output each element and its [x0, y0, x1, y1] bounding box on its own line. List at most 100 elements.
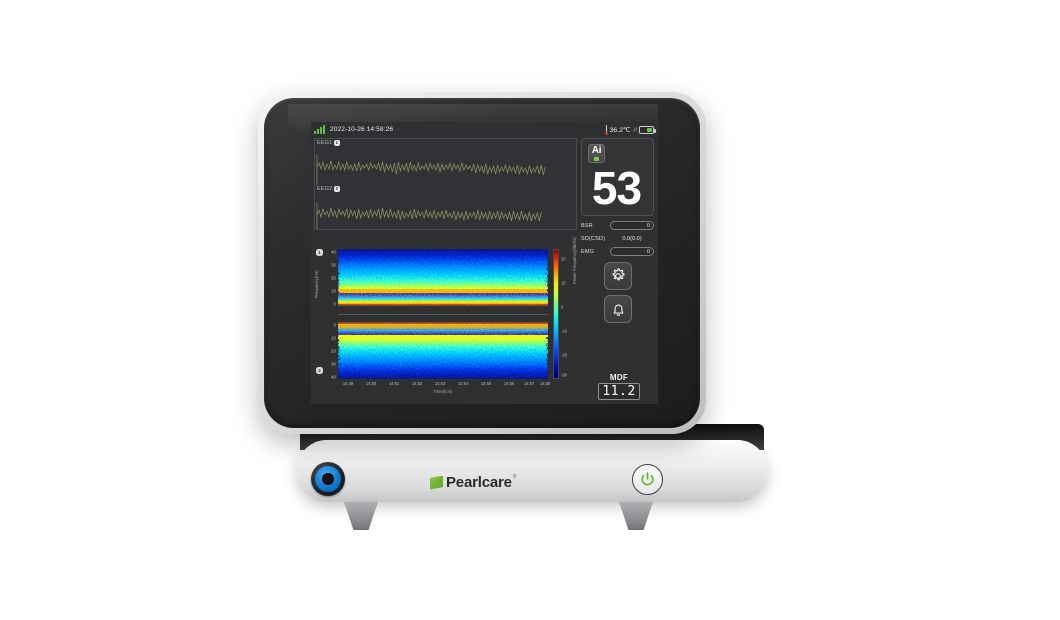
action-buttons [604, 262, 632, 328]
brand-name: Pearlcare [446, 474, 512, 491]
parameter-row-bsr[interactable]: BSR 0 [581, 220, 654, 231]
parameter-label: EMG [581, 248, 595, 255]
cb-tick: 10 [561, 280, 566, 286]
ai-badge-label: Ai [591, 145, 602, 156]
dsa-heatmap-channel1 [338, 249, 548, 305]
power-button[interactable] [632, 464, 663, 495]
leaf-icon [430, 475, 443, 490]
x-tick: 14:58 [539, 381, 551, 386]
dsa-y-axis-label: Frequency(Hz) [314, 270, 319, 298]
cb-tick: 20 [561, 256, 566, 262]
alarm-button[interactable] [604, 295, 632, 323]
thermometer-icon [604, 124, 608, 135]
colorbar-label: Power Frequency(dB/Hz) [572, 236, 577, 284]
up-down-arrows-icon: ↓↑ [632, 126, 638, 133]
y-tick: 20 [331, 348, 336, 354]
dsa-y-tick-labels: 40 30 20 10 0 0 10 20 30 40 [324, 249, 336, 380]
eeg-channel-badge: 2 [333, 186, 340, 192]
y-tick: 10 [331, 288, 336, 294]
sensor-port-ring [315, 466, 341, 492]
colorbar-tick-labels: 20 10 0 -10 -20 -30 [561, 249, 575, 379]
battery-icon [639, 125, 656, 134]
eeg1-trace [316, 155, 546, 185]
dsa-channel-badge-1: 1 [316, 249, 323, 256]
y-tick: 40 [331, 249, 336, 255]
y-tick: 30 [331, 262, 336, 268]
dsa-x-tick-labels: 14:49 14:50 14:51 14:52 14:53 14:54 14:5… [338, 381, 551, 389]
cb-tick: -10 [561, 328, 567, 334]
x-tick: 14:50 [365, 381, 377, 386]
sensor-port-icon[interactable] [311, 462, 345, 496]
mdf-value-box: 11.2 [598, 383, 640, 400]
eeg-channel-label: EEG2 [317, 186, 333, 192]
colorbar [553, 249, 559, 379]
stand-foot-right [618, 500, 654, 530]
parameter-value: 0 [647, 249, 650, 255]
x-tick: 14:57 [523, 381, 535, 386]
x-tick: 14:49 [342, 381, 354, 386]
y-tick: 0 [333, 322, 336, 328]
dsa-heatmap-channel2 [338, 323, 548, 379]
parameter-side-panel: Ai 53 BSR 0 SD(CSD) 0.0(0.0) EMG [581, 138, 656, 400]
eeg2-trace [316, 203, 542, 229]
parameter-value-box: 0 [610, 247, 654, 256]
cb-tick: 0 [561, 304, 564, 310]
parameter-list: BSR 0 SD(CSD) 0.0(0.0) EMG 0 [581, 220, 654, 259]
battery-fill [647, 127, 652, 132]
ai-status-led [594, 157, 599, 161]
parameter-label: SD(CSD) [581, 235, 606, 242]
eeg-channel-badge: 1 [333, 140, 340, 146]
temperature-value: 36.2℃ [609, 126, 631, 134]
parameter-label: BSR [581, 222, 593, 229]
y-tick: 20 [331, 275, 336, 281]
mdf-value: 11.2 [602, 384, 636, 399]
eeg1-label-group: EEG1 1 [317, 140, 340, 146]
stand-foot-left [343, 500, 379, 530]
power-icon [641, 472, 654, 486]
ai-badge: Ai [588, 144, 605, 163]
signal-strength-icon [314, 125, 325, 134]
dsa-heatmap-image-2 [338, 323, 548, 379]
parameter-value: 0.0(0.0) [622, 235, 642, 242]
parameter-value: 0 [647, 223, 650, 229]
dsa-heatmap[interactable] [338, 249, 548, 379]
status-bar-right: 36.2℃ ↓↑ [604, 124, 656, 135]
dsa-channel-badge-2: 2 [316, 367, 323, 374]
dsa-x-axis-label: Time(h:m) [433, 389, 453, 394]
eeg-waveform-panel[interactable]: EEG1 1 EEG2 2 [314, 138, 577, 230]
x-tick: 14:55 [480, 381, 492, 386]
dsa-channel-separator [338, 305, 548, 323]
status-bar: 2022-10-26 14:58:26 36.2℃ ↓↑ [311, 122, 658, 137]
y-tick: 30 [331, 361, 336, 367]
dsa-heatmap-image-1 [338, 249, 548, 305]
dsa-spectrogram-panel[interactable]: Frequency(Hz) 1 2 40 30 20 10 0 0 10 20 … [314, 237, 577, 399]
settings-button[interactable] [604, 262, 632, 290]
registered-mark: ® [512, 474, 517, 480]
parameter-row-emg[interactable]: EMG 0 [581, 246, 654, 257]
mdf-label: MDF [609, 373, 629, 382]
cb-tick: -30 [561, 372, 567, 378]
ai-index-value: 53 [591, 162, 642, 214]
x-tick: 14:52 [411, 381, 423, 386]
ai-index-card[interactable]: Ai 53 [581, 138, 654, 216]
eeg-channel-row: EEG2 2 [315, 185, 576, 231]
datetime-text: 2022-10-26 14:58:26 [330, 126, 394, 133]
eeg2-label-group: EEG2 2 [317, 186, 340, 192]
eeg-channel-label: EEG1 [317, 140, 333, 146]
mdf-block[interactable]: MDF 11.2 [598, 373, 640, 400]
parameter-value-box: 0 [610, 221, 654, 230]
y-tick: 40 [331, 374, 336, 380]
sensor-port-hole [322, 473, 334, 485]
y-tick: 0 [333, 301, 336, 307]
bell-icon [613, 304, 623, 316]
y-tick: 10 [331, 335, 336, 341]
x-tick: 14:53 [434, 381, 446, 386]
monitor-base-panel [297, 440, 767, 502]
parameter-row-sd-csd[interactable]: SD(CSD) 0.0(0.0) [581, 233, 654, 244]
gear-icon [612, 268, 625, 281]
x-tick: 14:54 [457, 381, 469, 386]
monitor-screen[interactable]: 2022-10-26 14:58:26 36.2℃ ↓↑ EEG1 1 [311, 122, 658, 404]
brand-logo: Pearlcare ® [430, 474, 516, 491]
x-tick: 14:56 [503, 381, 515, 386]
